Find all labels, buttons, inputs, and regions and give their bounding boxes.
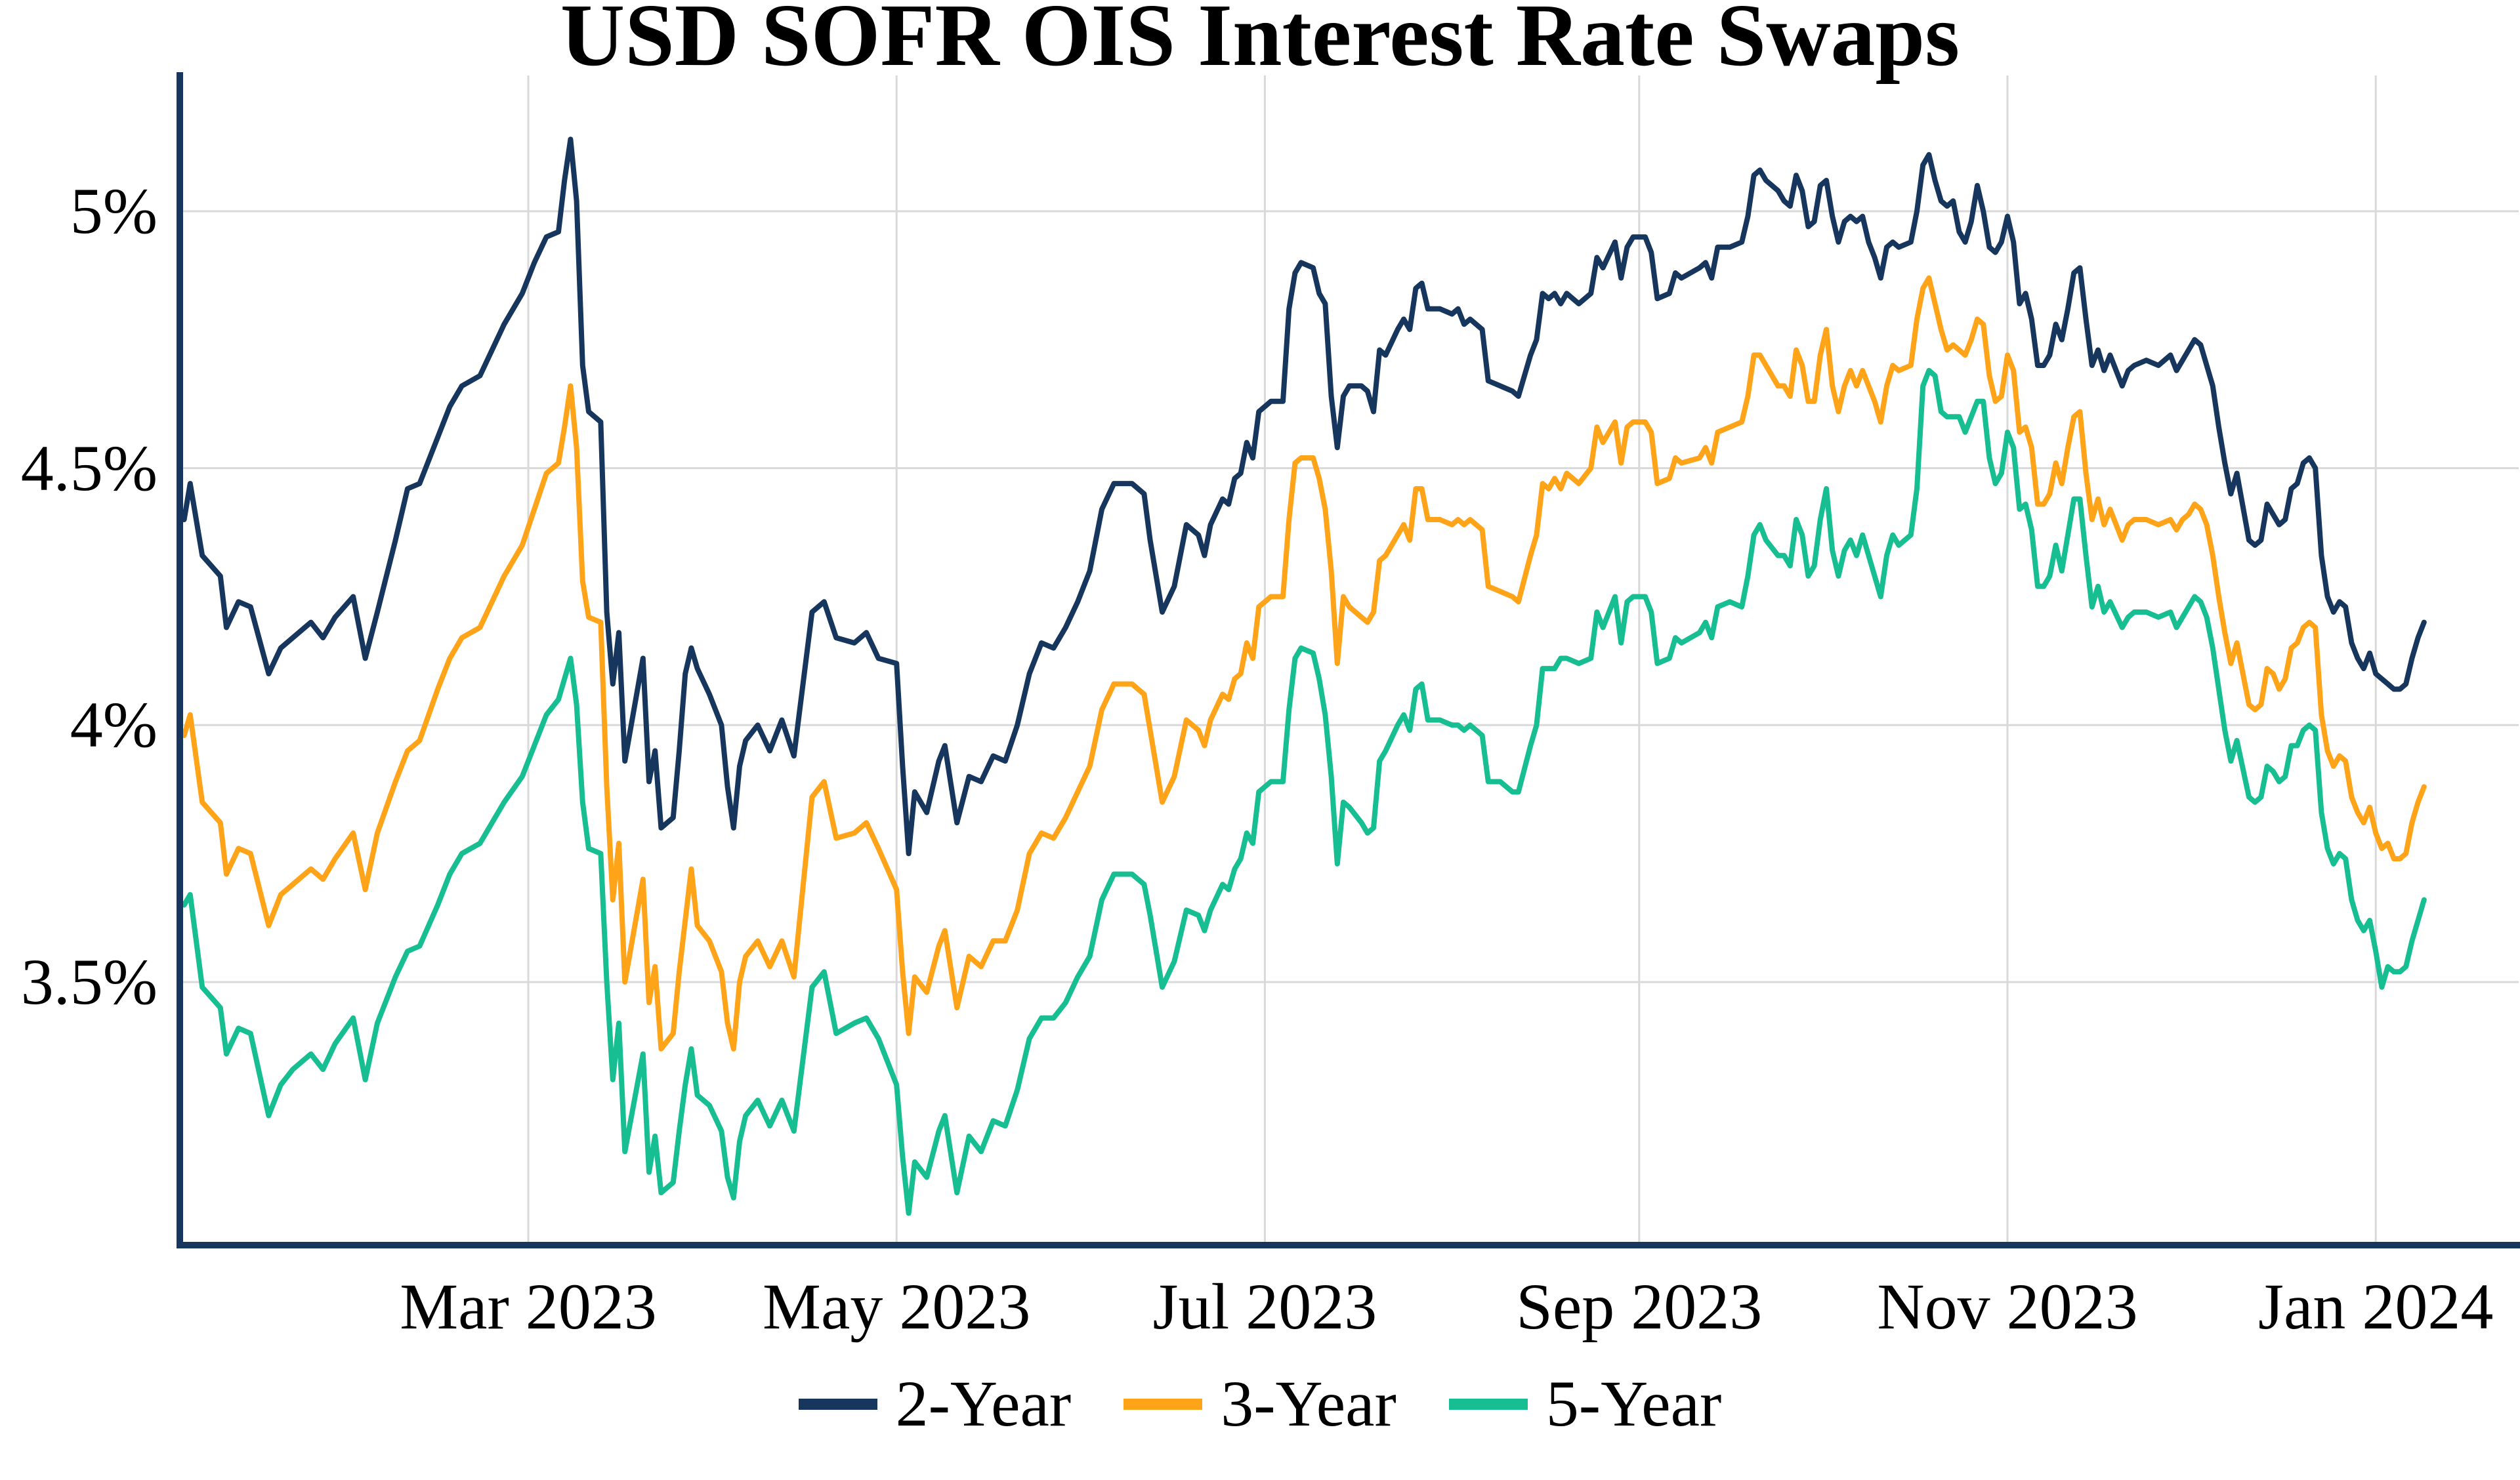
legend-item-5-year: 5-Year <box>1448 1367 1722 1440</box>
y-axis-tick-label: 5% <box>70 175 158 247</box>
x-axis-tick-label: Jul 2023 <box>1152 1270 1377 1343</box>
legend-item-2-year: 2-Year <box>798 1367 1072 1440</box>
legend-swatch-2-year <box>798 1398 877 1410</box>
x-axis-tick-label: Nov 2023 <box>1877 1270 2138 1343</box>
legend-swatch-3-year <box>1124 1398 1203 1410</box>
y-axis-tick-label: 4.5% <box>20 431 158 504</box>
chart-legend: 2-Year 3-Year 5-Year <box>0 1371 2520 1437</box>
legend-swatch-5-year <box>1448 1398 1528 1410</box>
x-axis-tick-label: May 2023 <box>763 1270 1031 1343</box>
legend-label: 5-Year <box>1545 1367 1722 1440</box>
series-line-3-year <box>181 275 2427 1052</box>
legend-label: 3-Year <box>1221 1367 1396 1440</box>
y-axis-tick-label: 4% <box>70 688 158 762</box>
x-axis-tick-label: Sep 2023 <box>1516 1270 1763 1343</box>
x-axis-tick-label: Mar 2023 <box>400 1270 657 1343</box>
legend-label: 2-Year <box>895 1367 1072 1440</box>
legend-item-3-year: 3-Year <box>1124 1371 1396 1437</box>
x-axis-tick-label: Jan 2024 <box>2258 1270 2494 1343</box>
chart-title: USD SOFR OIS Interest Rate Swaps <box>560 0 1960 85</box>
y-axis-tick-label: 3.5% <box>20 945 158 1018</box>
series-line-2-year <box>181 136 2427 857</box>
series-line-5-year <box>181 367 2427 1216</box>
